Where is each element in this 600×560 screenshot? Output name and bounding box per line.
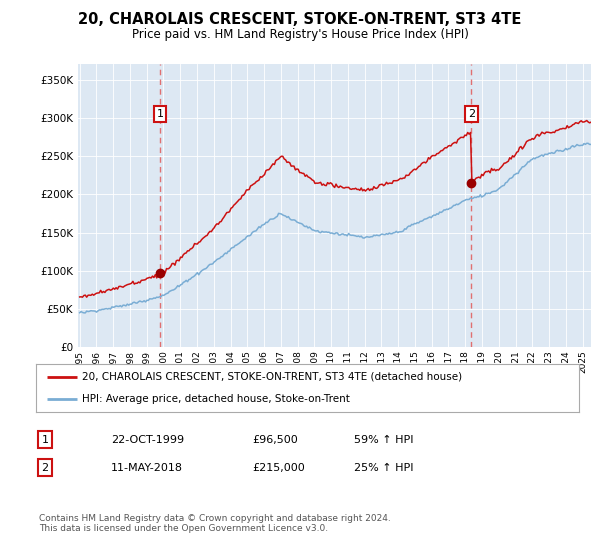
- Text: 1: 1: [157, 109, 164, 119]
- Text: 1: 1: [41, 435, 49, 445]
- Text: 11-MAY-2018: 11-MAY-2018: [111, 463, 183, 473]
- Text: 20, CHAROLAIS CRESCENT, STOKE-ON-TRENT, ST3 4TE: 20, CHAROLAIS CRESCENT, STOKE-ON-TRENT, …: [79, 12, 521, 27]
- Text: £215,000: £215,000: [252, 463, 305, 473]
- Text: Contains HM Land Registry data © Crown copyright and database right 2024.
This d: Contains HM Land Registry data © Crown c…: [39, 514, 391, 533]
- Text: 20, CHAROLAIS CRESCENT, STOKE-ON-TRENT, ST3 4TE (detached house): 20, CHAROLAIS CRESCENT, STOKE-ON-TRENT, …: [82, 372, 462, 382]
- Text: 2: 2: [41, 463, 49, 473]
- Text: HPI: Average price, detached house, Stoke-on-Trent: HPI: Average price, detached house, Stok…: [82, 394, 350, 404]
- Text: £96,500: £96,500: [252, 435, 298, 445]
- Text: 22-OCT-1999: 22-OCT-1999: [111, 435, 184, 445]
- Text: 2: 2: [468, 109, 475, 119]
- Text: Price paid vs. HM Land Registry's House Price Index (HPI): Price paid vs. HM Land Registry's House …: [131, 28, 469, 41]
- Text: 59% ↑ HPI: 59% ↑ HPI: [354, 435, 413, 445]
- Text: 25% ↑ HPI: 25% ↑ HPI: [354, 463, 413, 473]
